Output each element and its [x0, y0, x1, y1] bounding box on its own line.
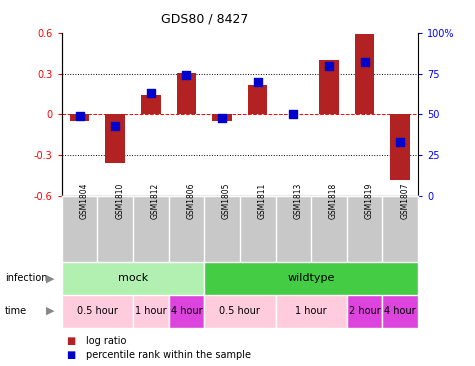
Bar	[212, 115, 232, 121]
Text: 2 hour: 2 hour	[349, 306, 380, 316]
Point	[147, 90, 155, 96]
Text: GSM1811: GSM1811	[257, 183, 266, 219]
Bar	[248, 85, 267, 115]
Bar	[141, 96, 161, 115]
Text: GSM1806: GSM1806	[186, 183, 195, 219]
Bar	[62, 262, 204, 295]
Bar	[382, 295, 418, 328]
Point	[289, 112, 297, 117]
Text: 0.5 hour: 0.5 hour	[219, 306, 260, 316]
Text: 0.5 hour: 0.5 hour	[77, 306, 118, 316]
Text: percentile rank within the sample: percentile rank within the sample	[86, 350, 250, 360]
Point	[76, 113, 84, 119]
Point	[182, 72, 190, 78]
Text: GSM1805: GSM1805	[222, 183, 231, 219]
Text: infection: infection	[5, 273, 47, 283]
Bar	[105, 115, 125, 163]
Bar	[347, 295, 382, 328]
Text: mock: mock	[118, 273, 148, 283]
Text: GSM1812: GSM1812	[151, 183, 160, 219]
Text: ■: ■	[66, 336, 76, 346]
Text: 4 hour: 4 hour	[384, 306, 416, 316]
Text: ▶: ▶	[46, 273, 55, 283]
Bar	[204, 295, 276, 328]
Point	[111, 123, 119, 129]
Bar	[70, 115, 89, 121]
Text: 1 hour: 1 hour	[135, 306, 167, 316]
Text: GSM1807: GSM1807	[400, 183, 409, 219]
Bar	[319, 60, 339, 115]
Text: GSM1810: GSM1810	[115, 183, 124, 219]
Text: wildtype: wildtype	[287, 273, 335, 283]
Bar	[276, 295, 347, 328]
Text: ■: ■	[66, 350, 76, 360]
Point	[218, 115, 226, 120]
Text: 4 hour: 4 hour	[171, 306, 202, 316]
Bar	[390, 115, 410, 180]
Text: GSM1818: GSM1818	[329, 183, 338, 219]
Point	[325, 63, 332, 68]
Text: 1 hour: 1 hour	[295, 306, 327, 316]
Point	[361, 59, 369, 65]
Bar	[62, 295, 133, 328]
Bar	[204, 262, 418, 295]
Bar	[177, 73, 196, 115]
Text: GSM1813: GSM1813	[293, 183, 302, 219]
Text: GSM1804: GSM1804	[80, 183, 88, 219]
Text: ▶: ▶	[46, 306, 55, 316]
Bar	[355, 34, 374, 115]
Text: log ratio: log ratio	[86, 336, 126, 346]
Text: GSM1819: GSM1819	[365, 183, 373, 219]
Point	[254, 79, 261, 85]
Bar	[133, 295, 169, 328]
Text: time: time	[5, 306, 27, 316]
Point	[396, 139, 404, 145]
Bar	[169, 295, 204, 328]
Text: GDS80 / 8427: GDS80 / 8427	[161, 13, 248, 26]
